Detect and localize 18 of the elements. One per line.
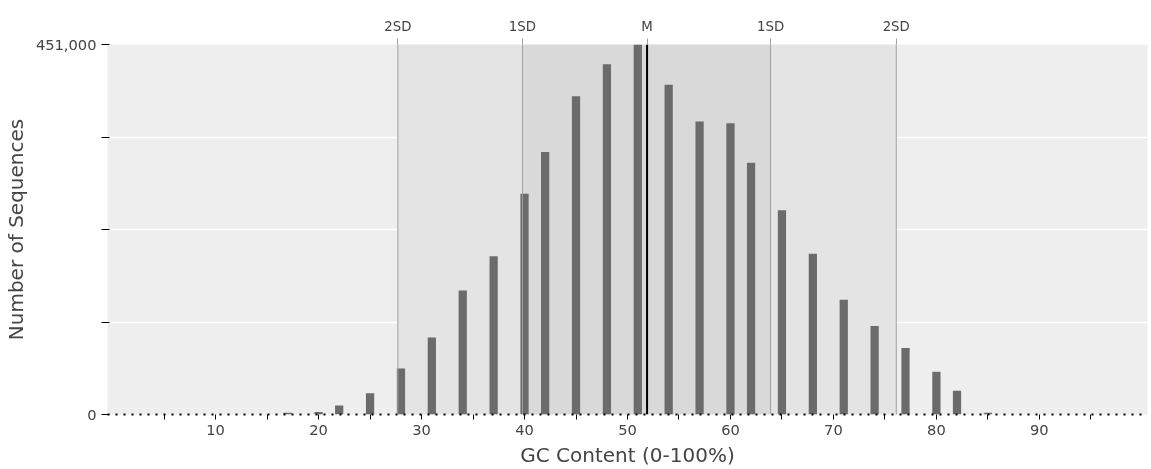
x-tick-label: 40 — [515, 420, 534, 438]
x-axis-title: GC Content (0-100%) — [520, 442, 735, 467]
y-axis-title: Number of Sequences — [3, 118, 28, 341]
ref-line-label: M — [641, 18, 653, 34]
x-tick-label: 20 — [309, 420, 328, 438]
ref-line-label: 1SD — [757, 18, 785, 34]
x-tick-label: 90 — [1030, 420, 1049, 438]
x-tick-label: 30 — [412, 420, 431, 438]
x-tick-label: 10 — [206, 420, 225, 438]
x-tick-label: 60 — [721, 420, 740, 438]
x-tick-label: 50 — [618, 420, 637, 438]
x-tick-label: 80 — [927, 420, 946, 438]
ref-line-label: 2SD — [384, 18, 412, 34]
x-tick-label: 70 — [824, 420, 843, 438]
y-tick-label: 0 — [87, 405, 97, 423]
ref-line-label: 2SD — [882, 18, 910, 34]
ref-line-label: 1SD — [508, 18, 537, 34]
y-tick-label: 451,000 — [35, 35, 97, 53]
